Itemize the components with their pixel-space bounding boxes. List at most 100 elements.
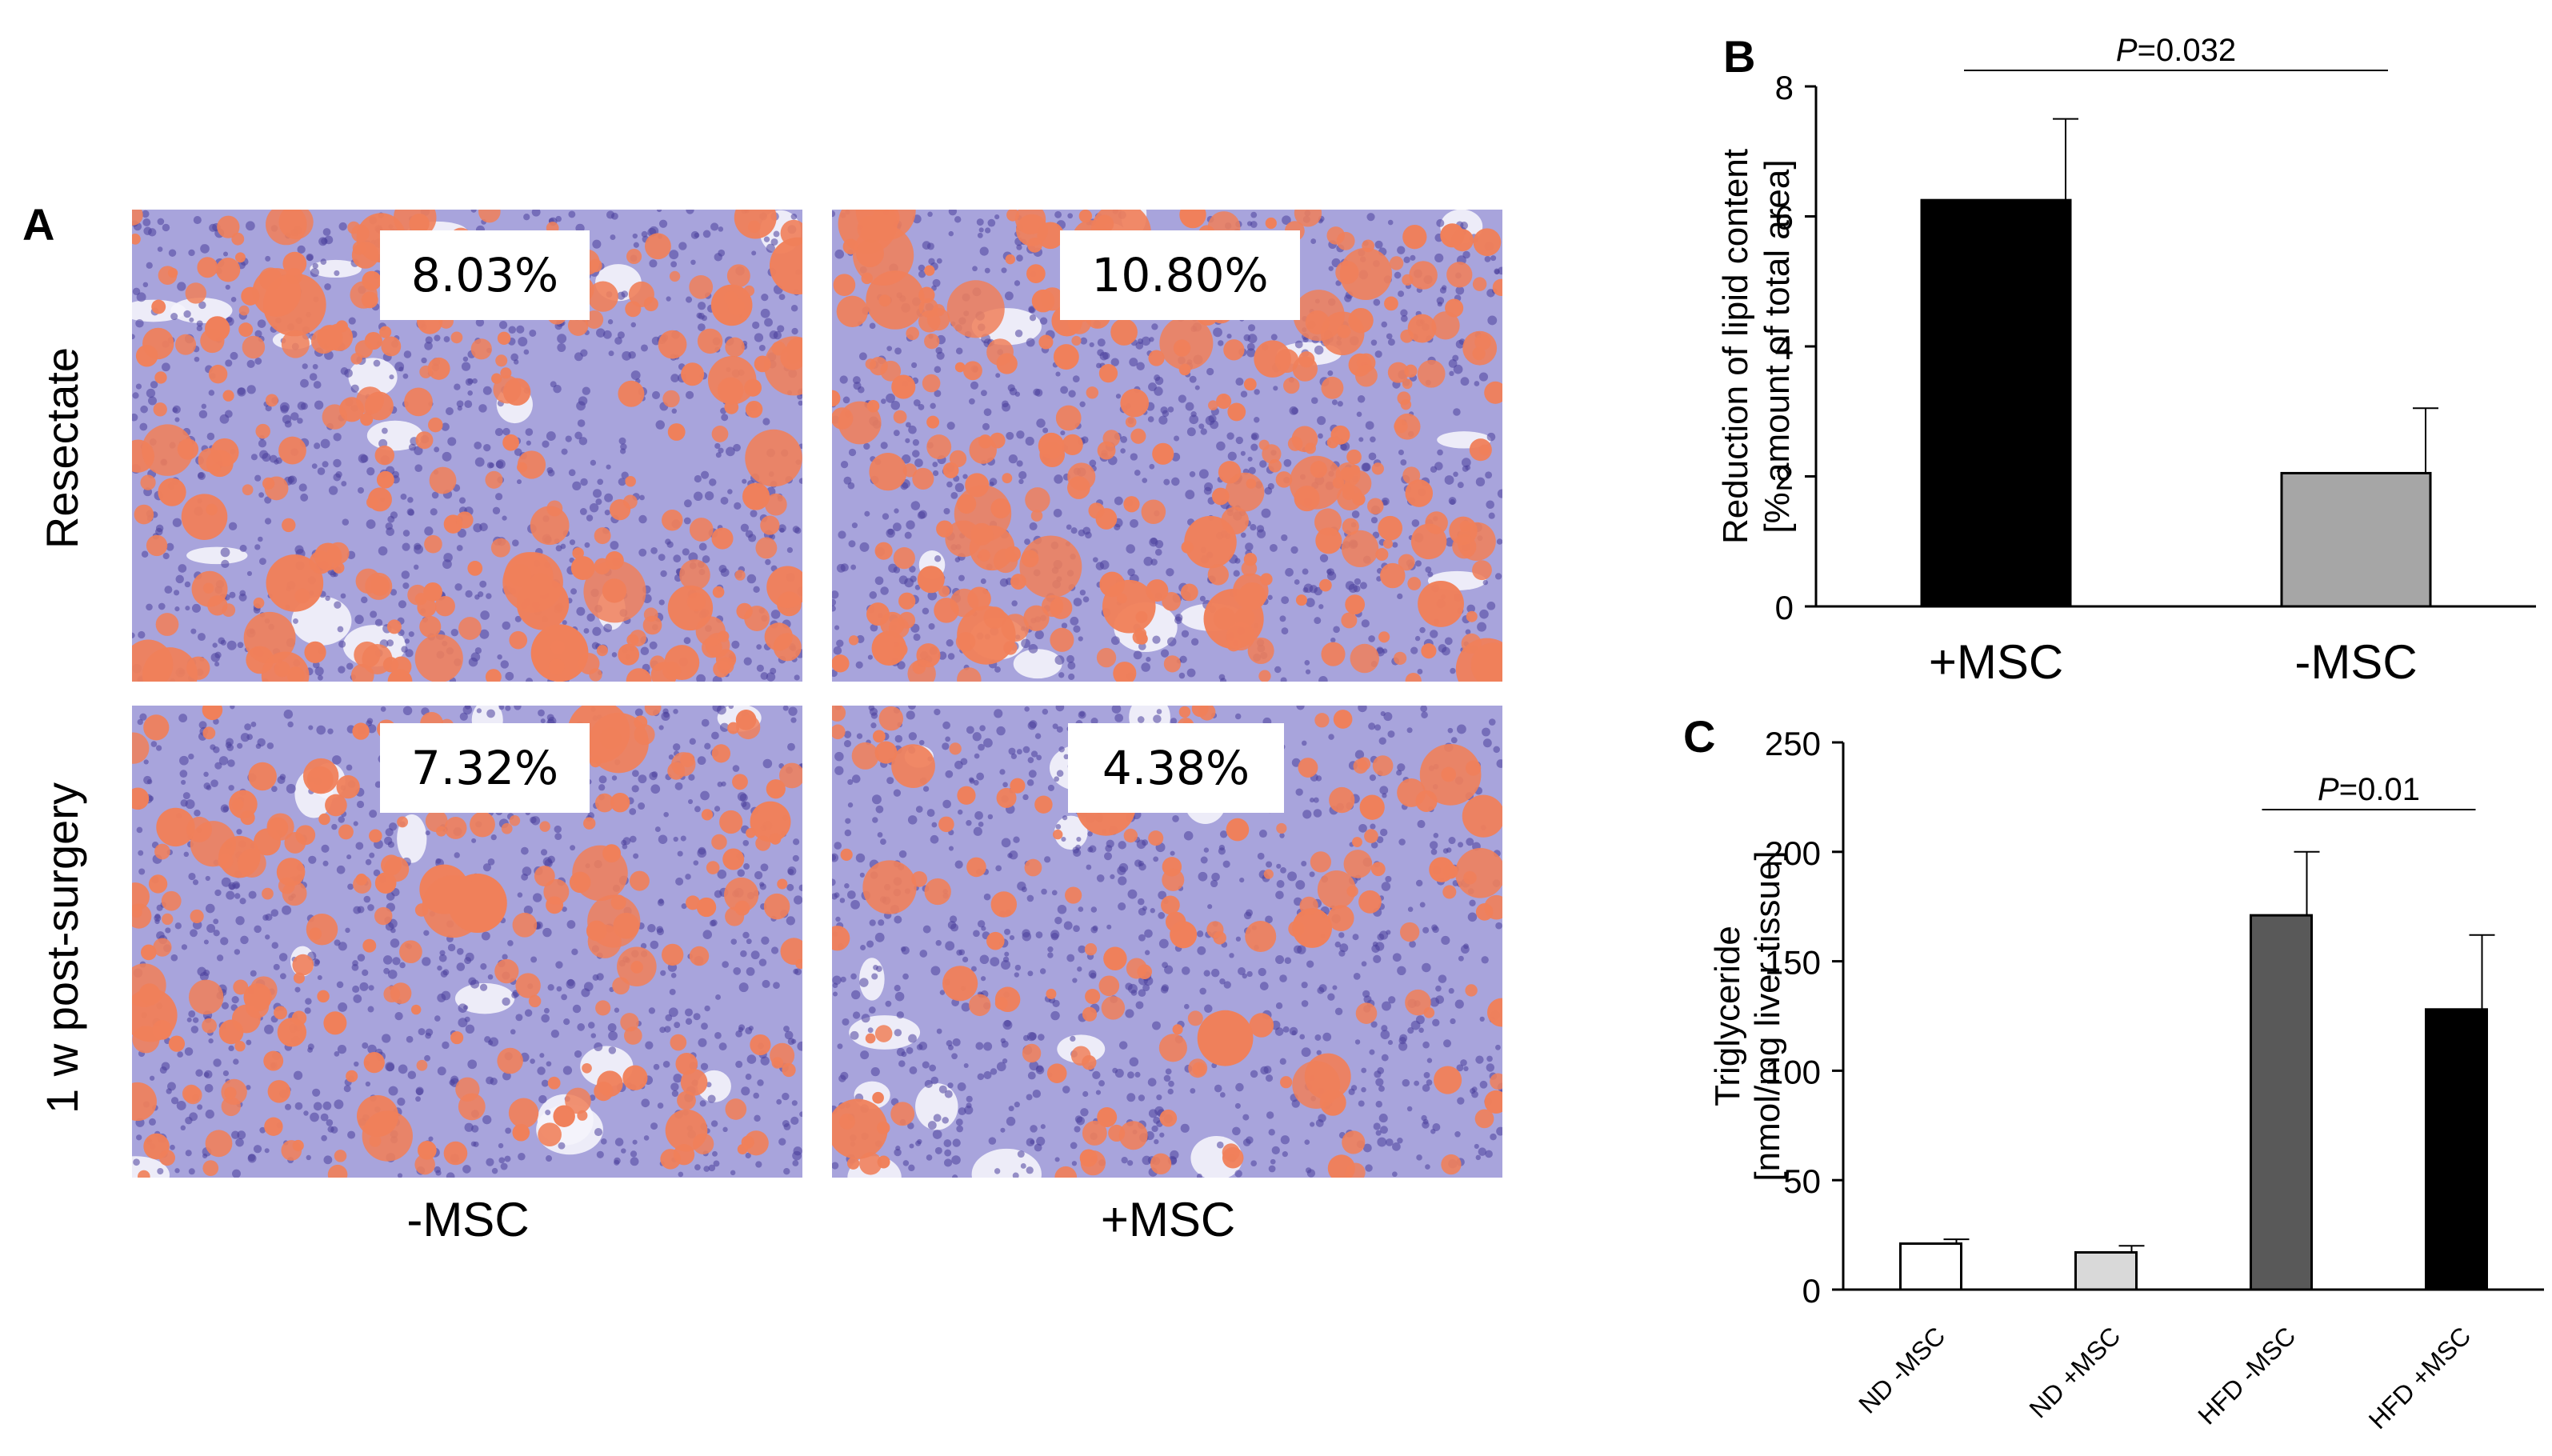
cell-nucleus bbox=[188, 1010, 196, 1018]
cell-nucleus bbox=[1235, 936, 1242, 942]
cell-nucleus bbox=[1385, 875, 1392, 882]
cell-nucleus bbox=[1178, 394, 1186, 403]
cell-nucleus bbox=[476, 708, 482, 714]
cell-nucleus bbox=[1130, 990, 1138, 996]
lipid-droplet bbox=[610, 894, 626, 910]
cell-nucleus bbox=[950, 491, 958, 499]
cell-nucleus bbox=[658, 725, 664, 730]
lipid-droplet bbox=[872, 1091, 884, 1104]
cell-nucleus bbox=[158, 602, 166, 610]
cell-nucleus bbox=[470, 652, 481, 662]
lipid-droplet bbox=[878, 294, 891, 307]
cell-nucleus bbox=[1296, 706, 1305, 710]
cell-nucleus bbox=[322, 228, 331, 236]
cell-nucleus bbox=[246, 221, 255, 231]
cell-nucleus bbox=[614, 1138, 624, 1146]
cell-nucleus bbox=[487, 974, 494, 980]
lipid-droplet bbox=[322, 404, 348, 430]
cell-nucleus bbox=[164, 586, 173, 594]
lipid-droplet bbox=[1407, 314, 1437, 343]
cell-nucleus bbox=[934, 366, 942, 374]
cell-nucleus bbox=[454, 383, 461, 390]
lipid-droplet bbox=[1492, 278, 1502, 296]
lipid-droplet bbox=[198, 448, 222, 473]
cell-nucleus bbox=[367, 904, 374, 911]
cell-nucleus bbox=[1170, 718, 1178, 725]
cell-nucleus bbox=[1497, 489, 1502, 498]
cell-nucleus bbox=[1493, 746, 1500, 754]
cell-nucleus bbox=[590, 459, 597, 466]
cell-nucleus bbox=[340, 367, 349, 375]
cell-nucleus bbox=[1074, 1126, 1081, 1133]
cell-nucleus bbox=[611, 775, 618, 781]
lipid-droplet bbox=[414, 1154, 435, 1175]
lipid-droplet bbox=[368, 829, 382, 843]
lipid-droplet bbox=[253, 597, 265, 609]
cell-nucleus bbox=[1006, 1116, 1016, 1126]
lipid-droplet bbox=[261, 651, 310, 682]
cell-nucleus bbox=[1054, 474, 1063, 484]
lipid-droplet bbox=[1053, 829, 1063, 840]
cell-nucleus bbox=[1282, 1151, 1288, 1158]
cell-nucleus bbox=[685, 1018, 693, 1026]
lipid-droplet bbox=[872, 730, 886, 743]
lipid-droplet bbox=[986, 931, 1005, 950]
cell-nucleus bbox=[1467, 912, 1478, 922]
cell-nucleus bbox=[946, 639, 954, 647]
cell-nucleus bbox=[832, 893, 838, 900]
cell-nucleus bbox=[1495, 922, 1502, 930]
lipid-droplet bbox=[851, 742, 879, 770]
lipid-droplet bbox=[1484, 1090, 1502, 1114]
lipid-droplet bbox=[1098, 363, 1118, 383]
cell-nucleus bbox=[477, 591, 484, 598]
cell-nucleus bbox=[1460, 1059, 1467, 1066]
cell-nucleus bbox=[943, 507, 950, 515]
cell-nucleus bbox=[1006, 431, 1014, 440]
bar bbox=[2280, 471, 2432, 608]
cell-nucleus bbox=[1207, 904, 1213, 910]
cell-nucleus bbox=[1281, 534, 1288, 542]
lipid-droplet bbox=[1487, 998, 1502, 1027]
lipid-droplet bbox=[362, 938, 377, 953]
cell-nucleus bbox=[1268, 1165, 1276, 1173]
cell-nucleus bbox=[174, 606, 180, 612]
cell-nucleus bbox=[916, 1044, 923, 1050]
lipid-droplet bbox=[842, 238, 859, 254]
cell-nucleus bbox=[902, 1160, 910, 1166]
cell-nucleus bbox=[1106, 924, 1112, 930]
cell-nucleus bbox=[976, 772, 985, 781]
cell-nucleus bbox=[886, 777, 894, 785]
cell-nucleus bbox=[1374, 350, 1382, 358]
cell-nucleus bbox=[479, 522, 488, 532]
cell-nucleus bbox=[1160, 986, 1169, 994]
lipid-droplet bbox=[146, 534, 168, 557]
cell-nucleus bbox=[653, 1063, 660, 1070]
cell-nucleus bbox=[1008, 747, 1016, 755]
cell-nucleus bbox=[1447, 727, 1454, 734]
cell-nucleus bbox=[541, 1079, 549, 1087]
cell-nucleus bbox=[333, 433, 342, 442]
cell-nucleus bbox=[1068, 673, 1075, 681]
cell-nucleus bbox=[668, 754, 674, 760]
cell-nucleus bbox=[942, 721, 950, 730]
cell-nucleus bbox=[1378, 737, 1386, 745]
cell-nucleus bbox=[322, 860, 329, 866]
cell-nucleus bbox=[1444, 475, 1454, 485]
cell-nucleus bbox=[786, 546, 794, 554]
lipid-droplet bbox=[367, 487, 392, 512]
cell-nucleus bbox=[590, 1033, 596, 1038]
cell-nucleus bbox=[1238, 967, 1246, 975]
lipid-droplet bbox=[675, 1053, 698, 1075]
cell-nucleus bbox=[843, 476, 852, 485]
cell-nucleus bbox=[1004, 928, 1011, 935]
cell-nucleus bbox=[793, 1146, 802, 1156]
cell-nucleus bbox=[230, 297, 237, 302]
cell-nucleus bbox=[886, 393, 895, 403]
cell-nucleus bbox=[1021, 886, 1027, 893]
cell-nucleus bbox=[1016, 254, 1023, 262]
cell-nucleus bbox=[717, 869, 727, 879]
lipid-droplet bbox=[1162, 591, 1181, 611]
lipid-droplet bbox=[1226, 622, 1255, 651]
cell-nucleus bbox=[1498, 266, 1502, 275]
cell-nucleus bbox=[1062, 1086, 1070, 1094]
